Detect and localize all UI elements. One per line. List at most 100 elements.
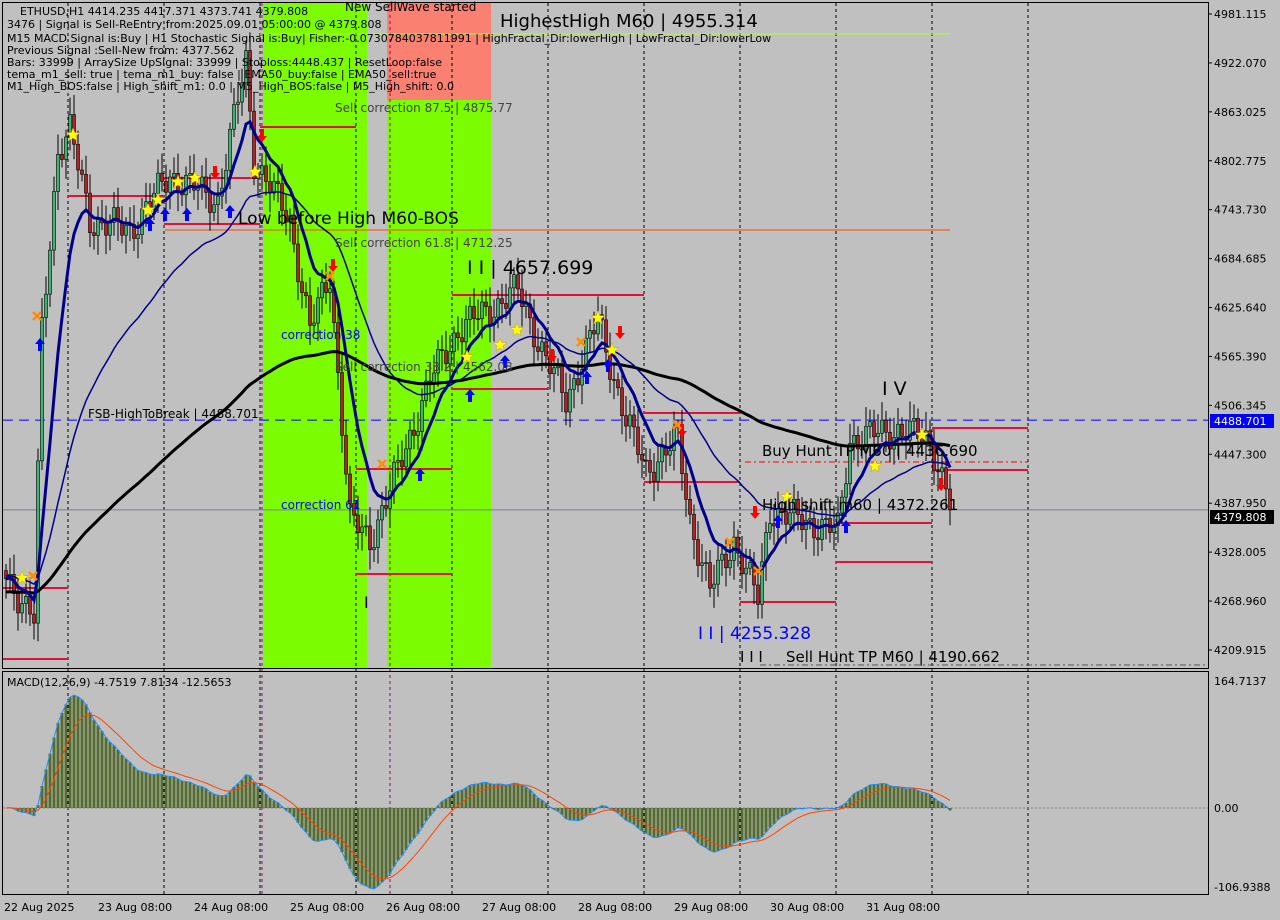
macd-histogram-bar [884, 783, 888, 808]
bull-candle [496, 298, 500, 318]
bull-candle [572, 378, 576, 390]
bear-candle [456, 332, 460, 338]
bear-candle [160, 172, 164, 182]
bear-candle [644, 459, 648, 462]
bull-candle [232, 104, 236, 130]
cross-icon [753, 566, 763, 576]
macd-histogram-bar [868, 784, 872, 808]
fsb-price-text: 4488.701 [1214, 415, 1267, 428]
bear-candle [280, 183, 284, 211]
bull-candle [820, 519, 824, 540]
bull-candle [464, 319, 468, 343]
bear-candle [16, 593, 20, 614]
bear-candle [60, 153, 64, 160]
macd-histogram-bar [176, 778, 180, 808]
bull-candle [908, 420, 912, 441]
macd-histogram-bar [856, 791, 860, 808]
bull-candle [848, 443, 852, 485]
bull-candle [808, 518, 812, 521]
macd-histogram-bar [528, 789, 532, 808]
macd-histogram-bar [320, 808, 324, 841]
bear-candle [304, 292, 308, 297]
macd-histogram-bar [140, 771, 144, 808]
price-tick: 4447.300 [1214, 448, 1267, 461]
star-icon [14, 570, 30, 585]
macd-tick: -106.9388 [1214, 881, 1270, 894]
macd-histogram-bar [456, 791, 460, 808]
sell-correction-618: Sell correction 61.8 | 4712.25 [335, 236, 513, 250]
bull-candle [668, 450, 672, 456]
wave-iv-label: I V [882, 378, 907, 400]
bull-candle [364, 525, 368, 528]
macd-histogram-bar [244, 774, 248, 808]
macd-histogram-bar [68, 697, 72, 808]
bull-candle [376, 519, 380, 548]
macd-histogram-bar [380, 808, 384, 883]
macd-histogram-bar [680, 808, 684, 829]
bear-candle [688, 499, 692, 515]
bear-candle [944, 467, 948, 490]
sell-correction-382: Sell correction 38.2 | 4562.08 [335, 360, 513, 374]
bull-candle [228, 128, 232, 171]
macd-histogram-bar [848, 798, 852, 808]
price-tick: 4506.345 [1214, 399, 1267, 412]
low-before-high-label: Low before High M60-BOS [238, 209, 459, 229]
macd-histogram-bar [876, 784, 880, 808]
macd-histogram-bar [744, 808, 748, 840]
macd-histogram-bar [448, 796, 452, 808]
macd-histogram-bar [440, 801, 444, 808]
bull-candle [728, 560, 732, 569]
ema-50-line [5, 190, 951, 586]
bear-candle [308, 295, 312, 326]
price-axis[interactable]: 4981.115 4922.070 4863.025 4802.775 4743.730… [1208, 8, 1267, 657]
macd-histogram-bar [644, 808, 648, 834]
macd-histogram-bar [192, 784, 196, 808]
bull-candle [404, 448, 408, 468]
macd-histogram-bar [180, 781, 184, 808]
bull-candle [372, 547, 376, 551]
macd-histogram-bar [520, 785, 524, 808]
macd-histogram-bar [788, 808, 792, 813]
macd-histogram-bar [872, 784, 876, 808]
bear-candle [624, 415, 628, 427]
price-tick: 4565.390 [1214, 350, 1267, 363]
macd-histogram-bar [936, 800, 940, 808]
macd-histogram-bar [624, 808, 628, 821]
macd-histogram-bar [784, 808, 788, 815]
macd-histogram-bar [428, 808, 432, 817]
bear-candle [612, 379, 616, 381]
macd-histogram-bar [116, 749, 120, 808]
bear-candle [648, 460, 652, 473]
sell-arrow-icon [936, 478, 946, 491]
macd-histogram-bar [220, 795, 224, 808]
macd-histogram-bar [56, 723, 60, 808]
macd-histogram-bar [420, 808, 424, 828]
macd-histogram-bar [512, 783, 516, 808]
star-icon [492, 337, 508, 352]
macd-histogram-bar [764, 808, 768, 833]
macd-histogram-bar [656, 808, 660, 838]
bull-candle [136, 234, 140, 239]
macd-histogram-bar [940, 803, 944, 808]
buy-arrow-icon [35, 338, 45, 351]
macd-histogram-bar [896, 786, 900, 808]
bull-candle [272, 181, 276, 194]
macd-histogram-bar [776, 808, 780, 820]
bear-candle [856, 434, 860, 450]
bull-candle [552, 367, 556, 375]
price-tick: 4328.005 [1214, 546, 1267, 559]
sell-arrow-icon [210, 166, 220, 179]
bear-candle [340, 372, 344, 436]
macd-histogram-bar [584, 808, 588, 817]
macd-histogram-bar [272, 800, 276, 808]
macd-histogram-bar [344, 808, 348, 861]
macd-histogram-bar [588, 808, 592, 814]
bear-candle [444, 350, 448, 365]
high-shift-label: High shift m60 | 4372.261 [762, 496, 958, 514]
macd-histogram-bar [704, 808, 708, 848]
bear-candle [784, 511, 788, 525]
bull-candle [360, 526, 364, 534]
macd-histogram-bar [912, 788, 916, 808]
macd-histogram-bar [360, 808, 364, 885]
